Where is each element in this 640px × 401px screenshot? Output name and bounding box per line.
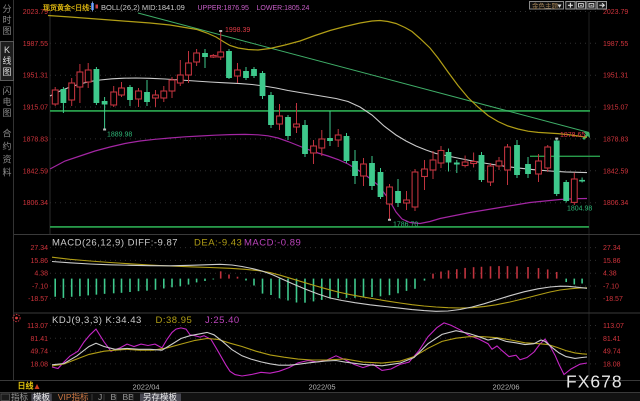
svg-text:1987.55: 1987.55	[23, 41, 48, 48]
svg-text:-7.10: -7.10	[603, 284, 619, 291]
svg-text:合: 合	[2, 128, 11, 139]
svg-text:BOLL(26,2) MID:1841.09: BOLL(26,2) MID:1841.09	[101, 3, 185, 12]
svg-text:分: 分	[2, 4, 11, 14]
svg-text:15.86: 15.86	[603, 258, 621, 265]
svg-text:LOWER:1805.24: LOWER:1805.24	[257, 5, 310, 12]
svg-text:2023.79: 2023.79	[603, 9, 628, 16]
svg-text:指标: 指标	[11, 392, 29, 401]
svg-text:1951.31: 1951.31	[23, 73, 48, 80]
svg-text:1915.07: 1915.07	[603, 105, 628, 112]
svg-text:1889.98: 1889.98	[107, 132, 132, 139]
svg-text:2022/05: 2022/05	[308, 383, 335, 392]
svg-text:1806.34: 1806.34	[603, 200, 628, 207]
svg-text:J:25.40: J:25.40	[205, 315, 240, 326]
svg-text:1998.39: 1998.39	[225, 27, 250, 34]
svg-text:1878.83: 1878.83	[23, 136, 48, 143]
svg-text:MACD(26,12,9) DIFF:-9.87: MACD(26,12,9) DIFF:-9.87	[52, 238, 178, 249]
svg-text:金色主题: 金色主题	[532, 1, 559, 10]
svg-text:B: B	[111, 392, 117, 401]
svg-text:113.07: 113.07	[603, 323, 624, 330]
svg-text:1951.31: 1951.31	[603, 73, 628, 80]
svg-text:18.08: 18.08	[603, 361, 621, 368]
svg-text:日线: 日线	[18, 381, 34, 391]
svg-text:图: 图	[2, 108, 11, 118]
svg-text:资: 资	[2, 155, 11, 165]
svg-text:81.41: 81.41	[603, 336, 621, 343]
svg-text:电: 电	[2, 96, 11, 107]
svg-text:模板: 模板	[33, 392, 51, 401]
svg-text:1915.07: 1915.07	[23, 105, 48, 112]
svg-text:-7.10: -7.10	[32, 284, 48, 291]
svg-text:BB: BB	[123, 392, 135, 401]
svg-text:113.07: 113.07	[27, 323, 48, 330]
svg-text:4.38: 4.38	[603, 271, 617, 278]
svg-text:图: 图	[2, 67, 11, 77]
svg-text:1806.34: 1806.34	[23, 200, 48, 207]
svg-text:另存模板: 另存模板	[143, 392, 178, 401]
svg-text:K: K	[4, 45, 10, 55]
svg-text:VIP指标: VIP指标	[58, 392, 89, 401]
svg-text:FX678: FX678	[566, 372, 623, 392]
svg-text:2023.79: 2023.79	[23, 9, 48, 16]
svg-text:27.34: 27.34	[30, 245, 48, 252]
svg-text:1842.59: 1842.59	[603, 168, 628, 175]
svg-text:18.08: 18.08	[30, 361, 48, 368]
svg-text:料: 料	[2, 167, 11, 178]
svg-text:KDJ(9,3,3) K:34.43: KDJ(9,3,3) K:34.43	[52, 315, 142, 326]
svg-text:-18.57: -18.57	[603, 296, 623, 303]
svg-text:1878.83: 1878.83	[603, 136, 628, 143]
svg-text:闪: 闪	[2, 86, 11, 96]
svg-text:D:38.95: D:38.95	[156, 315, 193, 326]
svg-text:1878.65: 1878.65	[560, 132, 585, 139]
svg-text:2022/06: 2022/06	[492, 383, 519, 392]
svg-text:图: 图	[2, 26, 11, 36]
svg-text:MACD:-0.89: MACD:-0.89	[244, 238, 301, 249]
svg-text:线: 线	[2, 55, 11, 66]
svg-text:81.41: 81.41	[30, 336, 48, 343]
svg-text:1842.59: 1842.59	[23, 168, 48, 175]
svg-text:UPPER:1876.95: UPPER:1876.95	[198, 5, 249, 12]
svg-text:DEA:-9.43: DEA:-9.43	[194, 238, 242, 249]
svg-text:49.74: 49.74	[603, 349, 621, 356]
svg-text:-18.57: -18.57	[28, 296, 48, 303]
svg-text:15.86: 15.86	[30, 258, 48, 265]
svg-text:现货黄金<日线>: 现货黄金<日线>	[43, 3, 93, 12]
svg-text:约: 约	[2, 141, 11, 152]
svg-text:27.34: 27.34	[603, 245, 621, 252]
svg-text:1804.98: 1804.98	[567, 206, 592, 213]
svg-text:时: 时	[2, 14, 11, 25]
svg-text:4.38: 4.38	[34, 271, 48, 278]
svg-text:1987.55: 1987.55	[603, 41, 628, 48]
svg-text:1786.70: 1786.70	[393, 222, 418, 229]
svg-text:2022/04: 2022/04	[132, 383, 159, 392]
svg-text:J: J	[98, 392, 102, 401]
svg-text:49.74: 49.74	[30, 349, 48, 356]
